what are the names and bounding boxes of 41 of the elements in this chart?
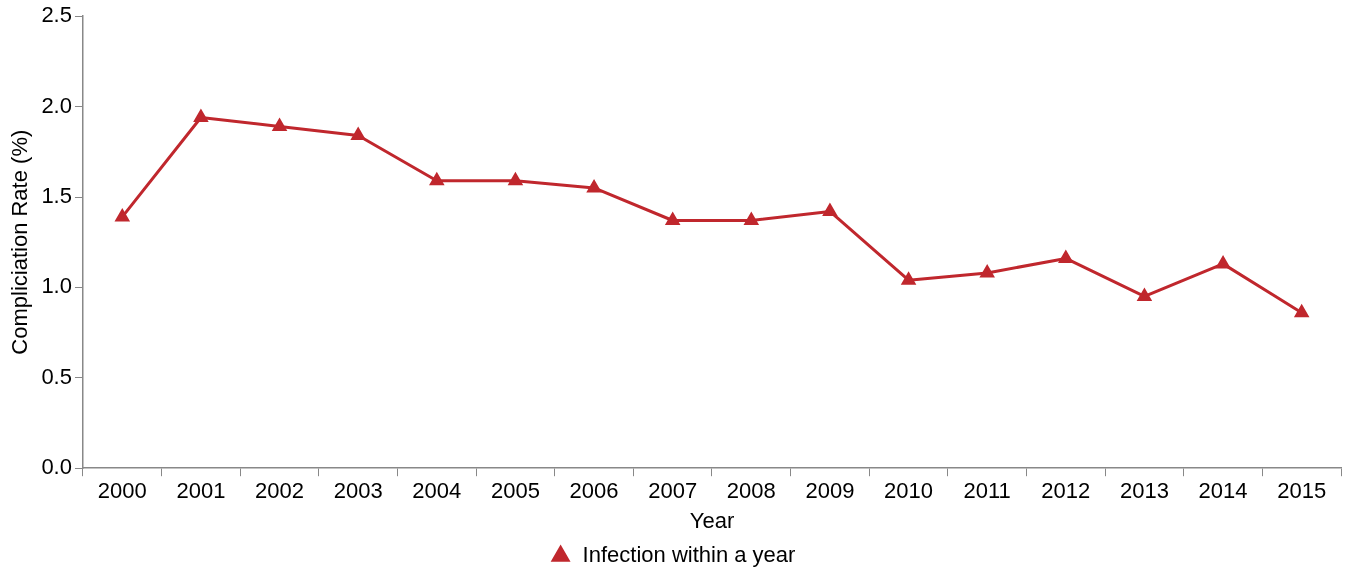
x-tick-label: 2004 (412, 478, 462, 504)
x-tick-label: 2003 (333, 478, 383, 504)
point (351, 128, 365, 141)
point (980, 265, 994, 278)
point (1059, 250, 1073, 263)
x-tick-label: 2011 (963, 478, 1011, 504)
x-tick-label: 2000 (97, 478, 147, 504)
point (744, 213, 758, 225)
point (823, 203, 837, 216)
x-axis-title: Year (689, 507, 735, 533)
point (665, 213, 680, 225)
point (430, 173, 444, 186)
x-tick-label: 2014 (1198, 478, 1248, 504)
point (272, 118, 287, 131)
x-tick-label: 2007 (648, 478, 698, 504)
y-tick-label: 2.5 (41, 2, 72, 28)
x-tick-label: 2015 (1277, 478, 1327, 504)
point (1294, 305, 1309, 318)
x-tick-label: 2006 (569, 478, 619, 504)
point (1137, 288, 1152, 301)
point (587, 180, 601, 193)
x-tick-label: 2010 (884, 478, 934, 504)
y-tick-label: 1.5 (41, 183, 72, 209)
legend-label: Infection within a year (582, 542, 796, 568)
x-tick-label: 2001 (176, 478, 226, 504)
y-tick-label: 0.5 (41, 363, 72, 389)
x-tick-label: 2005 (490, 478, 540, 504)
point (901, 272, 916, 285)
x-tick-label: 2002 (255, 478, 305, 504)
y-tick-label: 2.0 (41, 92, 72, 118)
x-tick-label: 2012 (1041, 478, 1091, 504)
y-axis-title: Compliciation Rate (%) (7, 129, 33, 355)
y-tick-label: 0.0 (41, 454, 72, 480)
x-tick-label: 2008 (726, 478, 776, 504)
point (508, 173, 523, 186)
x-tick-label: 2009 (805, 478, 855, 504)
point (1216, 256, 1230, 269)
point (194, 109, 208, 122)
y-tick-label: 1.0 (41, 273, 72, 299)
point (115, 209, 129, 222)
x-tick-label: 2013 (1119, 478, 1169, 504)
